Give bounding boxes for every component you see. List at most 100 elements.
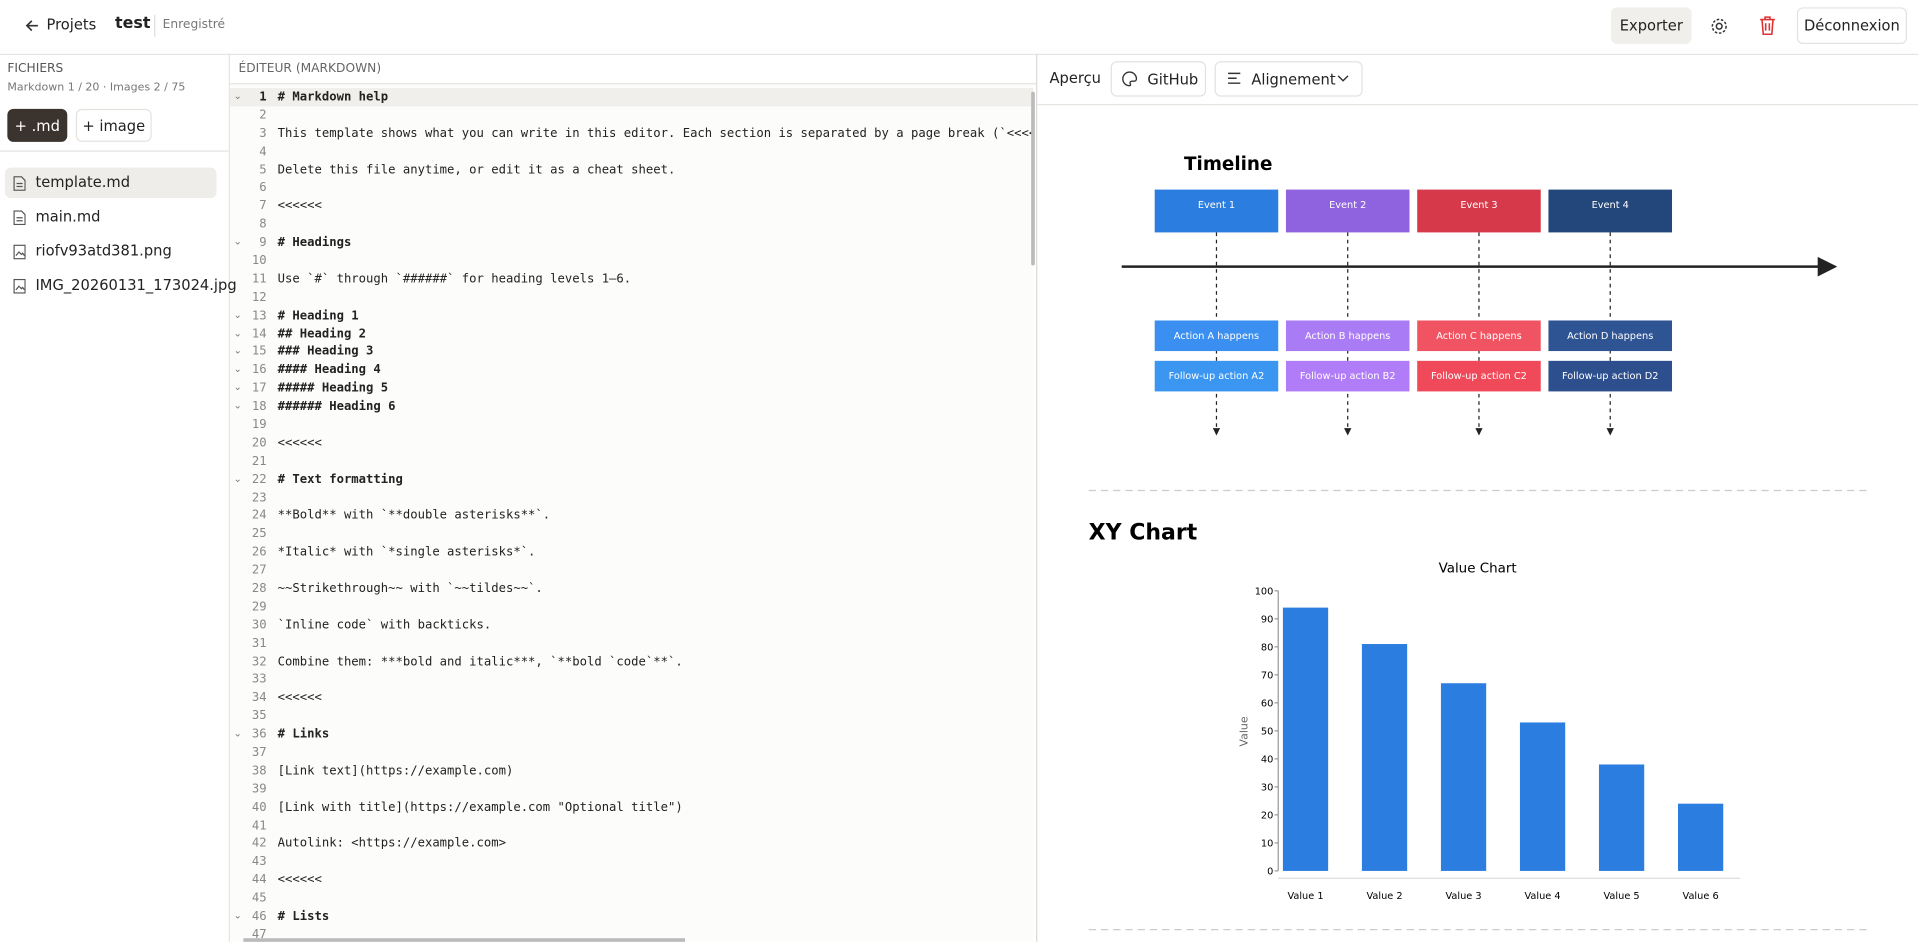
delete-icon[interactable]	[1759, 16, 1776, 36]
logout-button[interactable]: Déconnexion	[1796, 7, 1907, 45]
code-line: 8	[230, 216, 1034, 234]
y-tick-label: 40	[1261, 755, 1273, 766]
file-name: template.md	[35, 173, 131, 191]
x-tick-label: Value 1	[1287, 891, 1323, 902]
file-row[interactable]: riofv93atd381.png	[5, 236, 217, 267]
fold-marker[interactable]: ⌄	[233, 363, 242, 375]
fold-marker[interactable]: ⌄	[233, 345, 242, 357]
y-tick-label: 0	[1267, 867, 1273, 878]
line-text: <<<<<<	[277, 691, 322, 706]
line-text: Use `#` through `######` for heading lev…	[277, 272, 632, 287]
code-line: 28 ~~Strikethrough~~ with `~~tildes~~`.	[230, 580, 1034, 598]
code-line: 4	[230, 143, 1034, 161]
preview-label: Aperçu	[1049, 69, 1101, 87]
y-tick-label: 90	[1261, 614, 1273, 625]
theme-button[interactable]: GitHub	[1110, 61, 1207, 97]
line-number: 10	[251, 254, 267, 268]
code-line: ⌄ 16 #### Heading 4	[230, 361, 1034, 379]
action-label: Follow-up action B2	[1300, 371, 1396, 382]
code-line: 30 `Inline code` with backticks.	[230, 616, 1034, 634]
action-box	[1548, 320, 1672, 352]
x-tick-label: Value 2	[1366, 891, 1402, 902]
event-box	[1154, 189, 1279, 233]
code-line: 12	[230, 288, 1034, 306]
line-number: 25	[251, 527, 267, 542]
bar	[1677, 803, 1724, 871]
icon-shape	[13, 176, 26, 191]
fold-marker[interactable]: ⌄	[233, 910, 242, 922]
editor-body[interactable]: ⌄ 1 # Markdown help 2 3 This template shows w…	[229, 84, 1034, 942]
export-button[interactable]: Exporter	[1610, 7, 1692, 45]
code-line: ⌄ 46 # Lists	[230, 908, 1034, 926]
line-number: 15	[251, 345, 267, 359]
code-line: 20 <<<<<<	[230, 434, 1034, 452]
line-number: 13	[251, 309, 267, 323]
line-text: # Headings	[277, 236, 352, 250]
fold-marker[interactable]: ⌄	[233, 90, 242, 102]
code-line: 10	[230, 252, 1034, 270]
x-tick-label: Value 3	[1445, 891, 1481, 902]
back-link[interactable]: Projets	[46, 15, 97, 34]
line-text: This template shows what you can write i…	[277, 126, 1034, 141]
line-number: 22	[251, 472, 267, 487]
fold-marker[interactable]: ⌄	[233, 236, 242, 248]
h-scrollbar[interactable]	[243, 938, 685, 942]
bar	[1598, 764, 1645, 871]
code-line: 24 **Bold** with `**double asterisks**`.	[230, 507, 1034, 525]
line-number: 2	[259, 108, 267, 123]
fold-marker[interactable]: ⌄	[233, 327, 242, 339]
code-line: 26 *Italic* with `*single asterisks*`.	[230, 543, 1034, 561]
fold-marker[interactable]: ⌄	[233, 727, 242, 739]
y-tick-label: 70	[1261, 671, 1273, 682]
quota: Markdown 1 / 20 · Images 2 / 75	[7, 81, 186, 95]
file-icon	[13, 176, 26, 191]
image-icon	[13, 278, 26, 294]
code-line: 40 [Link with title](https://example.com …	[230, 798, 1034, 816]
fold-marker[interactable]: ⌄	[233, 309, 242, 321]
line-text: # Heading 1	[277, 309, 359, 323]
line-text: Delete this file anytime, or edit it as …	[277, 163, 676, 177]
file-row[interactable]: main.md	[5, 202, 217, 233]
back-icon[interactable]	[24, 18, 39, 33]
line-number: 33	[251, 673, 267, 687]
action-box	[1154, 360, 1279, 392]
line-number: 6	[259, 181, 267, 196]
fold-marker[interactable]: ⌄	[233, 400, 242, 412]
line-text: `Inline code` with backticks.	[277, 618, 492, 633]
code-line: 39	[230, 780, 1034, 798]
divider	[154, 14, 156, 37]
fold-marker[interactable]: ⌄	[233, 472, 242, 485]
line-number: 16	[251, 363, 267, 378]
event-label: Event 3	[1460, 200, 1497, 211]
line-number: 3	[259, 126, 267, 141]
line-number: 11	[251, 272, 267, 287]
fold-marker[interactable]: ⌄	[233, 381, 242, 393]
settings-icon[interactable]	[1710, 17, 1728, 35]
new-md-button[interactable]: + .md	[7, 108, 68, 142]
line-number: 38	[251, 764, 267, 778]
line-text: ### Heading 3	[277, 345, 374, 359]
y-tick-label: 10	[1261, 839, 1273, 850]
v-scrollbar[interactable]	[1031, 91, 1035, 266]
line-number: 5	[259, 163, 267, 177]
align-button[interactable]: Alignement	[1214, 61, 1363, 97]
code-line: 2	[230, 106, 1034, 124]
file-row[interactable]: template.md	[4, 167, 217, 199]
top-bar	[0, 0, 1918, 56]
code-line: 27	[230, 562, 1034, 580]
y-axis-label: Value	[1238, 716, 1251, 746]
action-label: Follow-up action C2	[1431, 371, 1527, 382]
code-line: 42 Autolink: <https://example.com>	[230, 835, 1034, 853]
code-line: 31	[230, 634, 1034, 652]
file-row[interactable]: IMG_20260131_173024.jpg	[5, 270, 237, 301]
save-status: Enregistré	[162, 18, 226, 32]
code-line: 38 [Link text](https://example.com)	[230, 762, 1034, 780]
new-image-button[interactable]: + image	[75, 108, 152, 142]
action-label: Action A happens	[1174, 331, 1259, 342]
action-box	[1154, 320, 1279, 352]
line-text: ###### Heading 6	[277, 400, 396, 414]
editor-border	[1036, 53, 1038, 942]
action-box	[1417, 320, 1541, 352]
line-number: 18	[251, 400, 267, 414]
timeline-title: Timeline	[1184, 154, 1272, 175]
